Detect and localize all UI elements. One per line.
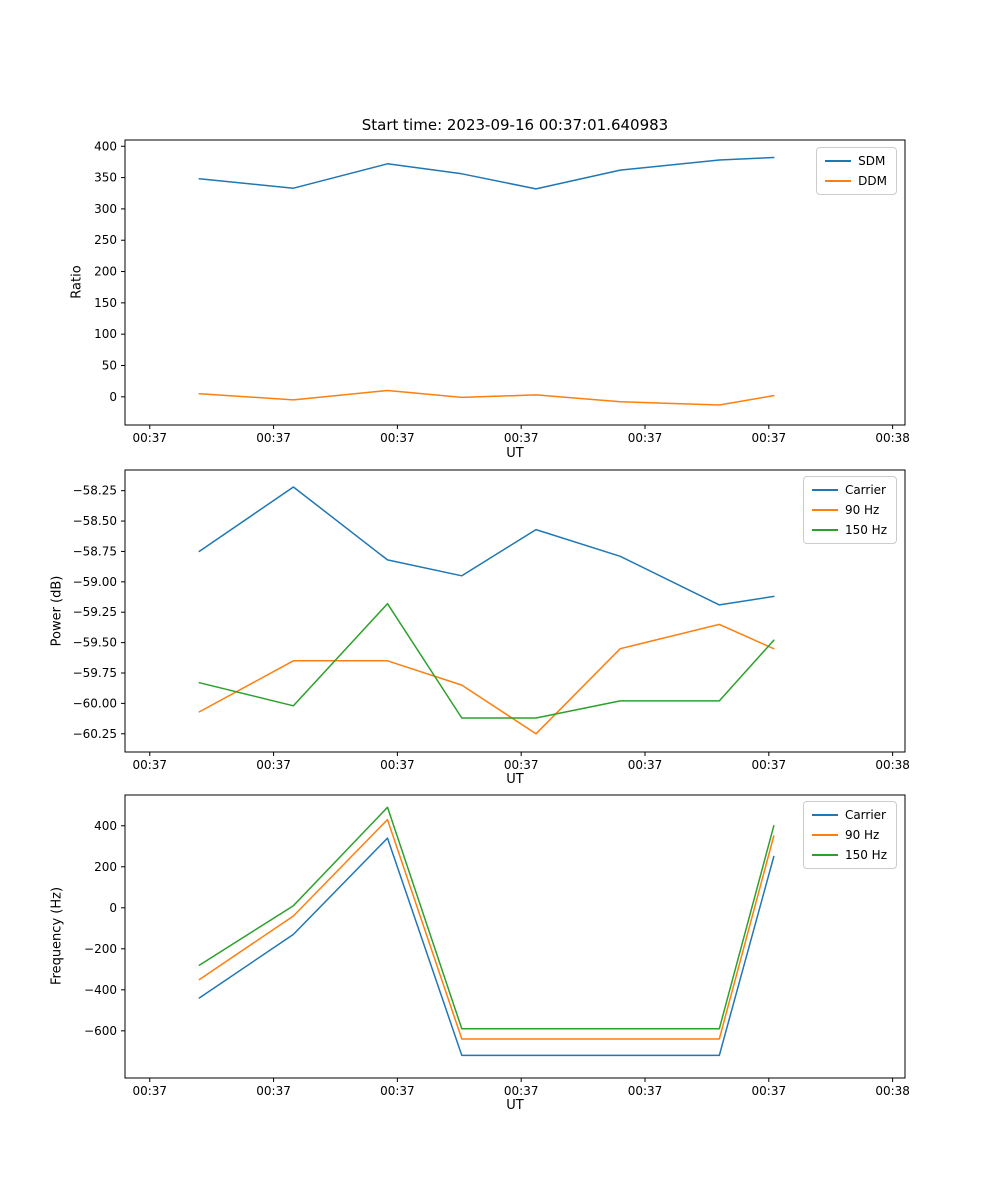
axes-frame xyxy=(124,469,906,753)
legend-label-90hz: 90 Hz xyxy=(844,828,880,842)
y-tick-label: 250 xyxy=(94,233,117,247)
series-line-90-hz xyxy=(198,623,775,735)
x-axis-label-ut-3: UT xyxy=(506,1098,524,1113)
y-tick-label: 100 xyxy=(94,327,117,341)
legend-label-carrier: Carrier xyxy=(844,483,886,497)
y-tick-label: 400 xyxy=(94,139,117,153)
x-axis-label-ut-2: UT xyxy=(506,772,524,787)
x-tick-label: 00:38 xyxy=(875,431,910,445)
x-tick-label: 00:37 xyxy=(504,431,539,445)
legend-label-sdm: SDM xyxy=(858,154,886,168)
x-tick-label: 00:37 xyxy=(256,431,291,445)
y-tick-label: −200 xyxy=(84,942,117,956)
y-tick-label: 200 xyxy=(94,265,117,279)
legend-line-carrier xyxy=(811,489,838,491)
y-tick-label: −59.25 xyxy=(73,605,117,619)
legend-item-carrier: Carrier xyxy=(811,483,887,497)
axes-frame xyxy=(124,139,906,426)
x-tick-label: 00:38 xyxy=(875,758,910,772)
y-tick-label: −58.25 xyxy=(73,484,117,498)
x-tick-label: 00:37 xyxy=(380,1084,415,1098)
y-tick-label: −59.00 xyxy=(73,575,117,589)
y-tick-label: 350 xyxy=(94,171,117,185)
legend-item-carrier: Carrier xyxy=(811,808,887,822)
y-tick-label: 50 xyxy=(102,358,117,372)
legend-line-carrier xyxy=(811,814,838,816)
y-axis-label-power: Power (dB) xyxy=(49,575,65,647)
legend-line-150hz xyxy=(811,854,838,856)
x-axis-label-ut-1: UT xyxy=(506,446,524,461)
x-tick-label: 00:37 xyxy=(752,431,787,445)
legend-line-ddm xyxy=(825,180,852,182)
x-tick-label: 00:37 xyxy=(628,431,663,445)
x-tick-label: 00:37 xyxy=(256,758,291,772)
x-tick-label: 00:37 xyxy=(628,1084,663,1098)
x-tick-label: 00:37 xyxy=(752,758,787,772)
legend-label-90hz: 90 Hz xyxy=(844,503,880,517)
x-tick-label: 00:37 xyxy=(256,1084,291,1098)
legend-line-90hz xyxy=(811,834,838,836)
axes-frame xyxy=(124,794,906,1079)
legend-label-150hz: 150 Hz xyxy=(844,848,887,862)
series-line-150-hz xyxy=(198,806,775,1030)
x-tick-label: 00:37 xyxy=(132,1084,167,1098)
series-line-90-hz xyxy=(198,818,775,1040)
y-tick-label: −59.75 xyxy=(73,666,117,680)
y-tick-label: 0 xyxy=(109,390,117,404)
y-tick-label: −60.25 xyxy=(73,727,117,741)
x-tick-label: 00:38 xyxy=(875,1084,910,1098)
x-tick-label: 00:37 xyxy=(132,431,167,445)
legend-item-150hz: 150 Hz xyxy=(811,848,887,862)
y-tick-label: −400 xyxy=(84,983,117,997)
x-tick-label: 00:37 xyxy=(380,431,415,445)
series-line-ddm xyxy=(198,389,775,406)
x-tick-label: 00:37 xyxy=(504,758,539,772)
legend-line-sdm xyxy=(825,160,852,162)
legend-line-150hz xyxy=(811,529,838,531)
y-axis-label-ratio: Ratio xyxy=(69,265,85,299)
legend-label-150hz: 150 Hz xyxy=(844,523,887,537)
legend-frequency: Carrier 90 Hz 150 Hz xyxy=(802,801,897,869)
legend-item-150hz: 150 Hz xyxy=(811,523,887,537)
chart-title: Start time: 2023-09-16 00:37:01.640983 xyxy=(361,116,669,134)
x-tick-label: 00:37 xyxy=(628,758,663,772)
y-tick-label: 300 xyxy=(94,202,117,216)
x-tick-label: 00:37 xyxy=(504,1084,539,1098)
series-line-sdm xyxy=(198,156,775,190)
y-tick-label: 0 xyxy=(109,901,117,915)
series-line-carrier xyxy=(198,486,775,606)
legend-label-ddm: DDM xyxy=(858,174,887,188)
y-tick-label: 150 xyxy=(94,296,117,310)
x-tick-label: 00:37 xyxy=(380,758,415,772)
series-line-carrier xyxy=(198,837,775,1057)
legend-line-90hz xyxy=(811,509,838,511)
legend-power: Carrier 90 Hz 150 Hz xyxy=(802,476,897,544)
y-tick-label: −59.50 xyxy=(73,636,117,650)
legend-ratio: SDM DDM xyxy=(816,147,897,195)
legend-label-carrier: Carrier xyxy=(844,808,886,822)
y-tick-label: −600 xyxy=(84,1024,117,1038)
legend-item-sdm: SDM xyxy=(825,154,887,168)
series-line-150-hz xyxy=(198,602,775,719)
legend-item-90hz: 90 Hz xyxy=(811,503,887,517)
y-tick-label: −58.50 xyxy=(73,514,117,528)
legend-item-90hz: 90 Hz xyxy=(811,828,887,842)
y-tick-label: 400 xyxy=(94,819,117,833)
y-axis-label-frequency: Frequency (Hz) xyxy=(49,886,65,986)
x-tick-label: 00:37 xyxy=(752,1084,787,1098)
legend-item-ddm: DDM xyxy=(825,174,887,188)
y-tick-label: −60.00 xyxy=(73,696,117,710)
x-tick-label: 00:37 xyxy=(132,758,167,772)
y-tick-label: −58.75 xyxy=(73,544,117,558)
y-tick-label: 200 xyxy=(94,860,117,874)
